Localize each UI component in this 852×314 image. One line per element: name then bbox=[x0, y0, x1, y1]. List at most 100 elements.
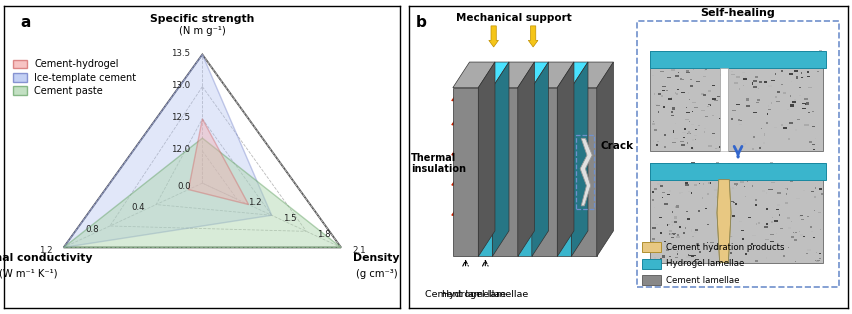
Bar bbox=[671, 115, 674, 116]
Bar bbox=[664, 241, 666, 242]
Bar bbox=[692, 162, 695, 164]
Bar bbox=[692, 147, 693, 149]
Bar bbox=[699, 183, 700, 184]
Bar bbox=[674, 174, 676, 176]
Bar bbox=[808, 71, 809, 73]
Bar bbox=[733, 202, 734, 203]
Bar bbox=[676, 253, 678, 255]
Polygon shape bbox=[518, 88, 532, 257]
Bar bbox=[714, 189, 717, 191]
Bar bbox=[720, 209, 723, 210]
Bar bbox=[768, 109, 770, 110]
Bar bbox=[810, 226, 812, 228]
Bar bbox=[795, 261, 796, 262]
Bar bbox=[819, 253, 820, 254]
Bar bbox=[704, 179, 707, 181]
Bar bbox=[734, 82, 738, 84]
Bar bbox=[794, 100, 797, 101]
Bar bbox=[677, 176, 682, 177]
Bar bbox=[698, 210, 700, 212]
Bar bbox=[695, 259, 699, 260]
Bar bbox=[699, 176, 702, 177]
Bar bbox=[694, 229, 698, 230]
Bar bbox=[694, 260, 696, 261]
Bar bbox=[689, 99, 690, 100]
Bar bbox=[687, 142, 688, 144]
Bar bbox=[694, 58, 698, 59]
Bar bbox=[762, 190, 765, 192]
Bar bbox=[806, 102, 809, 105]
Polygon shape bbox=[64, 138, 341, 247]
Bar bbox=[665, 134, 666, 136]
Bar bbox=[668, 224, 671, 225]
Bar bbox=[663, 106, 665, 108]
Bar bbox=[814, 209, 815, 211]
Text: Thermal conductivity: Thermal conductivity bbox=[0, 253, 93, 263]
Bar bbox=[739, 88, 740, 90]
Bar bbox=[800, 214, 803, 216]
Bar bbox=[775, 96, 777, 98]
Bar bbox=[793, 232, 797, 234]
Polygon shape bbox=[572, 62, 588, 257]
Bar bbox=[692, 148, 694, 149]
Bar bbox=[687, 133, 691, 134]
Bar bbox=[694, 184, 697, 186]
Bar bbox=[710, 242, 714, 243]
Bar bbox=[688, 191, 691, 192]
Bar bbox=[653, 139, 654, 142]
Bar bbox=[740, 260, 744, 262]
Bar bbox=[660, 258, 662, 260]
Bar bbox=[716, 248, 719, 249]
Text: Hydrogel lamellae: Hydrogel lamellae bbox=[665, 259, 744, 268]
Bar bbox=[671, 237, 674, 238]
Bar bbox=[805, 176, 808, 178]
Bar bbox=[705, 208, 707, 209]
Bar bbox=[811, 191, 814, 192]
Bar bbox=[735, 203, 737, 205]
Bar bbox=[813, 149, 815, 150]
Bar bbox=[808, 87, 812, 88]
Bar bbox=[756, 76, 758, 78]
Bar bbox=[743, 85, 745, 86]
Bar bbox=[738, 178, 741, 181]
Bar bbox=[720, 74, 722, 76]
Polygon shape bbox=[453, 62, 495, 88]
Bar bbox=[820, 229, 821, 230]
Bar bbox=[681, 78, 682, 80]
Bar bbox=[672, 211, 673, 213]
Bar bbox=[768, 85, 772, 87]
Bar bbox=[704, 131, 705, 133]
Bar bbox=[674, 138, 677, 139]
Bar bbox=[667, 243, 670, 245]
Bar bbox=[802, 55, 803, 56]
Bar bbox=[695, 243, 699, 246]
Bar bbox=[691, 192, 693, 194]
Bar bbox=[642, 242, 661, 252]
Bar bbox=[720, 197, 722, 198]
Polygon shape bbox=[518, 62, 534, 257]
Bar bbox=[788, 247, 789, 248]
Bar bbox=[781, 70, 783, 72]
Bar bbox=[783, 255, 785, 257]
Bar bbox=[653, 65, 654, 67]
Bar bbox=[700, 53, 704, 54]
Bar bbox=[659, 93, 661, 95]
Bar bbox=[763, 62, 767, 64]
Bar bbox=[795, 129, 797, 131]
Bar bbox=[797, 119, 800, 120]
Text: 1.8: 1.8 bbox=[318, 230, 331, 239]
Bar bbox=[676, 60, 678, 62]
Bar bbox=[687, 256, 690, 258]
Bar bbox=[717, 147, 719, 149]
Bar bbox=[671, 233, 673, 235]
Bar bbox=[693, 139, 694, 141]
Bar bbox=[821, 193, 823, 195]
Bar bbox=[699, 176, 700, 178]
Bar bbox=[806, 63, 808, 65]
Bar bbox=[765, 192, 767, 194]
Bar bbox=[779, 214, 780, 216]
Bar bbox=[771, 80, 775, 81]
Bar bbox=[705, 116, 709, 117]
Text: (W m⁻¹ K⁻¹): (W m⁻¹ K⁻¹) bbox=[0, 268, 57, 279]
Bar bbox=[728, 51, 823, 151]
